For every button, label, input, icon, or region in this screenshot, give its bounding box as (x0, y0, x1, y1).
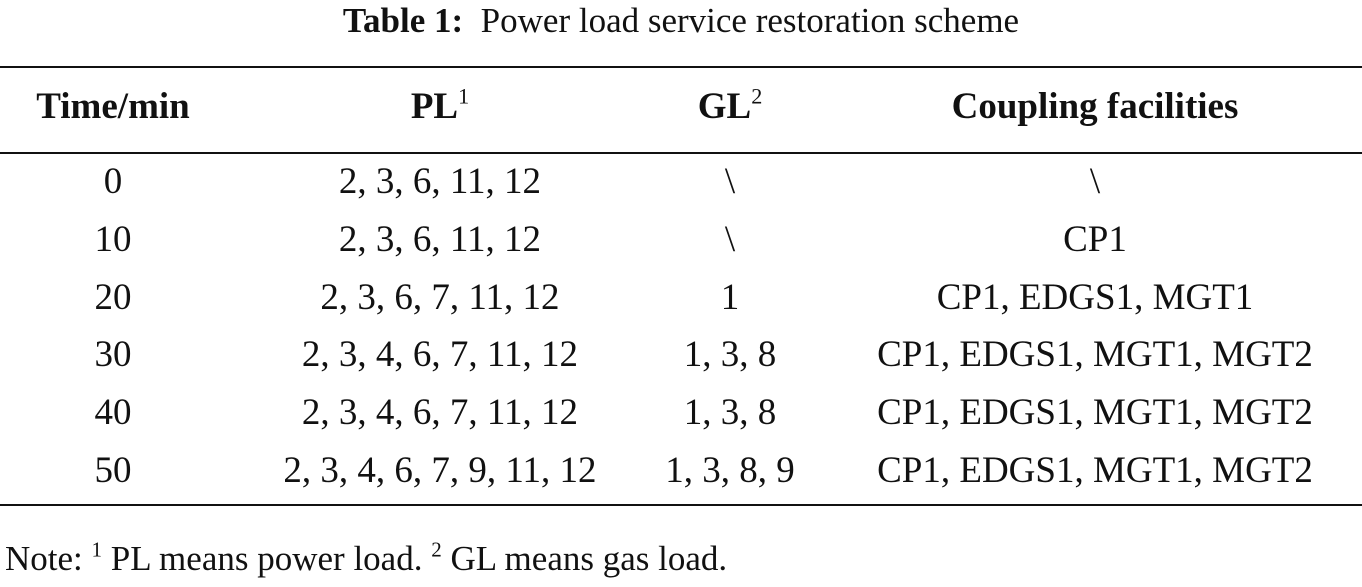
table-cell: CP1, EDGS1, MGT1, MGT2 (877, 392, 1313, 434)
table-cell: 2, 3, 6, 11, 12 (338, 218, 542, 260)
caption-text: Power load service restoration scheme (480, 1, 1020, 40)
table-cell: CP1, EDGS1, MGT1, MGT2 (877, 334, 1313, 376)
table-cell: 2, 3, 6, 11, 12 (338, 161, 542, 202)
header-sup: 2 (751, 83, 763, 109)
note-text: PL means power load. (110, 539, 423, 578)
table-cell: \ (724, 161, 736, 202)
table-cell: 0 (103, 161, 123, 202)
note-sup: 1 (91, 537, 103, 562)
table-cell: 2, 3, 4, 6, 7, 11, 12 (301, 392, 579, 434)
header-text: Time/min (36, 86, 190, 127)
table-cell: CP1 (1063, 218, 1127, 260)
header-sup: 1 (458, 83, 470, 109)
header-text: GL (697, 86, 752, 127)
header-cell: GL2 (698, 85, 763, 129)
table-cell: \ (724, 218, 736, 260)
table-cell: \ (1089, 161, 1101, 202)
table-cell: 2, 3, 4, 6, 7, 11, 12 (301, 334, 579, 376)
bottom-rule (0, 504, 1362, 506)
table-note: Note: 1 PL means power load. 2 GL means … (5, 537, 727, 581)
note-text: GL means gas load. (450, 539, 728, 578)
table-cell: 1, 3, 8 (683, 392, 777, 434)
table-cell: CP1, EDGS1, MGT1 (936, 276, 1254, 318)
table-cell: 2, 3, 4, 6, 7, 9, 11, 12 (283, 450, 597, 491)
header-text: PL (410, 86, 459, 127)
header-cell: PL1 (411, 85, 469, 129)
table-cell: 1, 3, 8 (683, 334, 777, 376)
table-caption: Table 1: Power load service restoration … (0, 0, 1362, 42)
note-sup: 2 (431, 537, 442, 562)
header-cell: Time/min (36, 85, 190, 129)
table-cell: 40 (94, 392, 132, 434)
table-cell: 2, 3, 6, 7, 11, 12 (320, 276, 560, 318)
table-cell: 10 (94, 218, 132, 260)
table-cell: 50 (94, 450, 132, 491)
note-lead: Note: (5, 539, 83, 578)
table-cell: 1 (720, 276, 740, 318)
header-cell: Coupling facilities (952, 85, 1239, 129)
table-cell: 1, 3, 8, 9 (665, 450, 795, 491)
table-cell: 20 (94, 276, 132, 318)
table-cell: 30 (94, 334, 132, 376)
table-cell: CP1, EDGS1, MGT1, MGT2 (877, 450, 1313, 491)
header-text: Coupling facilities (951, 86, 1239, 127)
top-rule (0, 66, 1362, 68)
header-rule (0, 152, 1362, 154)
table-label: Table 1: (342, 1, 464, 40)
